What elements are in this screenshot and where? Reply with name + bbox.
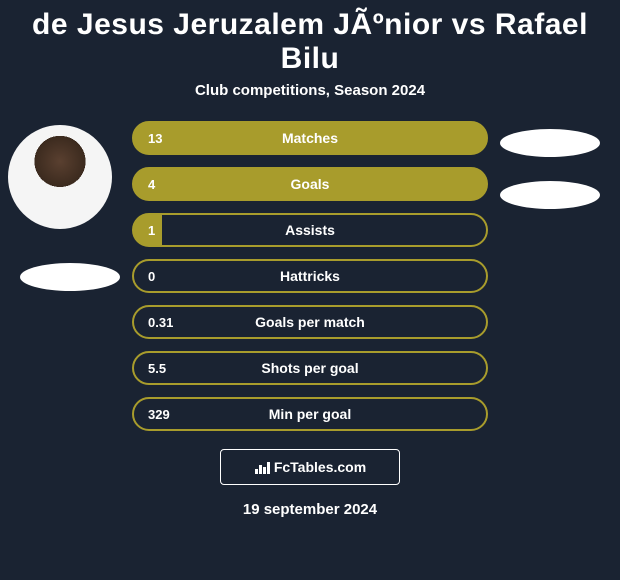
player-right-pill-2 bbox=[500, 181, 600, 209]
stat-bar-goals: 4 Goals bbox=[132, 167, 488, 201]
stat-label: Matches bbox=[134, 130, 486, 146]
stat-bar-hattricks: 0 Hattricks bbox=[132, 259, 488, 293]
stat-label: Goals per match bbox=[134, 314, 486, 330]
stat-bar-shots-per-goal: 5.5 Shots per goal bbox=[132, 351, 488, 385]
stat-value: 1 bbox=[148, 223, 155, 238]
stat-value: 0.31 bbox=[148, 315, 173, 330]
attribution-badge[interactable]: FcTables.com bbox=[220, 449, 400, 485]
stat-bar-assists: 1 Assists bbox=[132, 213, 488, 247]
stat-value: 5.5 bbox=[148, 361, 166, 376]
player-right-pill-1 bbox=[500, 129, 600, 157]
stat-bar-goals-per-match: 0.31 Goals per match bbox=[132, 305, 488, 339]
page-title: de Jesus Jeruzalem JÃºnior vs Rafael Bil… bbox=[0, 0, 620, 82]
avatar-placeholder bbox=[8, 125, 112, 229]
player-left-name-pill bbox=[20, 263, 120, 291]
stat-bars: 13 Matches 4 Goals 1 Assists 0 Hattricks… bbox=[132, 121, 488, 431]
stat-value: 13 bbox=[148, 131, 162, 146]
comparison-area: 13 Matches 4 Goals 1 Assists 0 Hattricks… bbox=[0, 121, 620, 518]
stat-label: Min per goal bbox=[134, 406, 486, 422]
date-text: 19 september 2024 bbox=[0, 501, 620, 518]
stat-bar-min-per-goal: 329 Min per goal bbox=[132, 397, 488, 431]
chart-icon bbox=[254, 459, 270, 475]
stat-label: Hattricks bbox=[134, 268, 486, 284]
player-left-avatar bbox=[8, 125, 112, 229]
stat-value: 0 bbox=[148, 269, 155, 284]
stat-label: Shots per goal bbox=[134, 360, 486, 376]
stat-value: 4 bbox=[148, 177, 155, 192]
stat-label: Assists bbox=[134, 222, 486, 238]
stat-label: Goals bbox=[134, 176, 486, 192]
attribution-text: FcTables.com bbox=[274, 459, 366, 475]
subtitle: Club competitions, Season 2024 bbox=[0, 82, 620, 121]
stat-value: 329 bbox=[148, 407, 170, 422]
stat-bar-matches: 13 Matches bbox=[132, 121, 488, 155]
